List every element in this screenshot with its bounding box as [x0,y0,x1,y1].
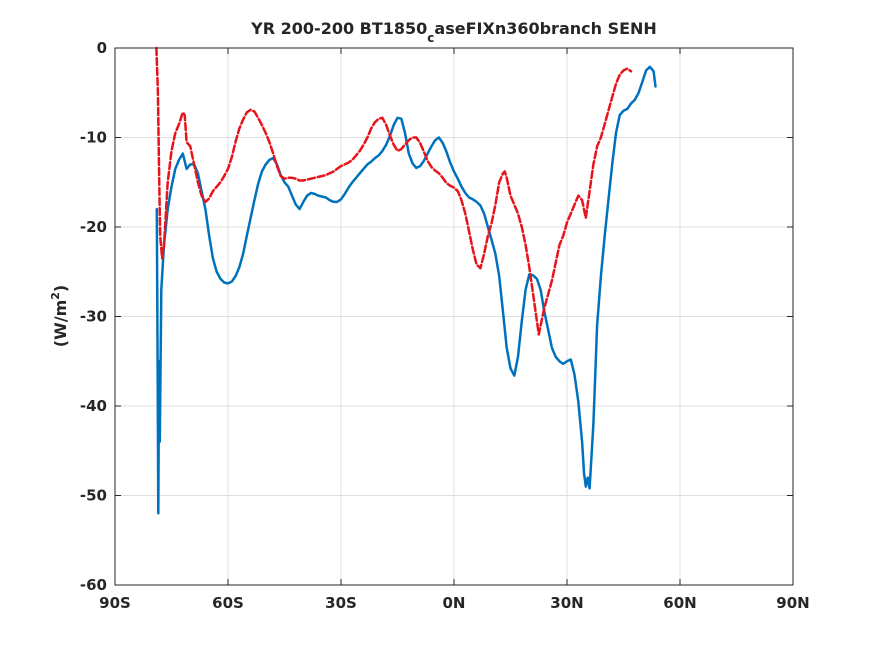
series-2-line [155,46,633,336]
x-tick-label: 0N [443,594,466,612]
grid [115,48,793,585]
ylabel-suffix: ) [51,285,70,292]
y-tick-label: 0 [97,39,107,57]
tick-labels: 90S 60S 30S 0N 30N 60N 90N 0 -10 -20 -30 -40 -50 -60 [80,39,810,612]
x-tick-label: 30S [325,594,357,612]
y-tick-label: -30 [80,308,107,326]
x-tick-label: 30N [550,594,583,612]
x-tick-label: 60N [663,594,696,612]
y-tick-label: -20 [80,218,107,236]
x-tick-label: 90S [99,594,131,612]
y-tick-label: -40 [80,397,107,415]
title-rest: aseFIXn360branch SENH [434,19,656,38]
ticks [114,47,794,586]
ylabel-superscript: 2 [49,292,62,300]
x-tick-label: 60S [212,594,244,612]
chart-title: YR 200-200 BT1850caseFIXn360branch SENH [250,19,657,45]
y-axis-label: (W/m2) [49,285,70,347]
title-subscript: c [427,31,434,45]
y-tick-label: -10 [80,129,107,147]
series-layer [155,46,657,515]
title-main: YR 200-200 BT1850 [250,19,427,38]
x-tick-label: 90N [776,594,809,612]
y-tick-label: -50 [80,487,107,505]
series-1-line [155,65,657,515]
y-tick-label: -60 [80,576,107,594]
ylabel-prefix: (W/m [51,300,70,347]
